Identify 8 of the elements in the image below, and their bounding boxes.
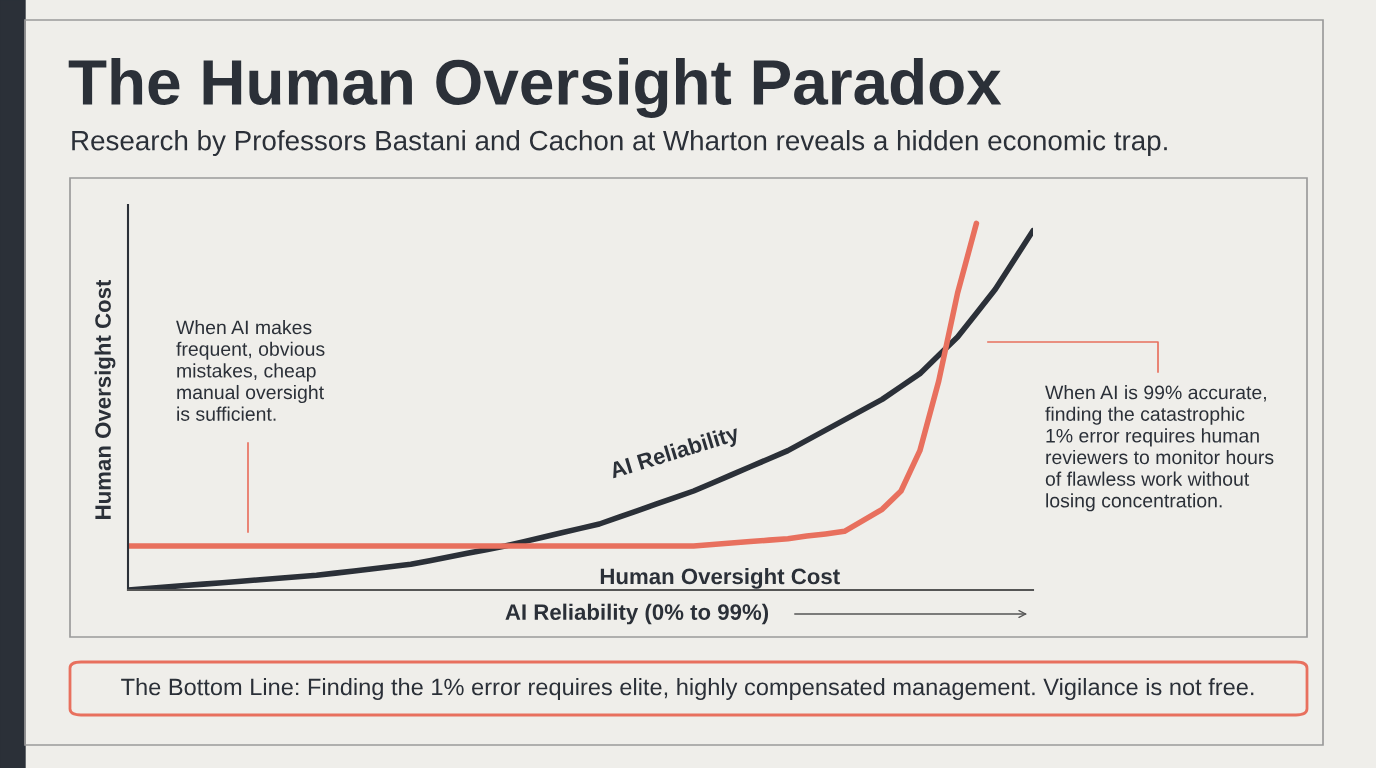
x-axis-title: AI Reliability (0% to 99%)	[505, 603, 769, 625]
chart-title: The Human Oversight Paradox	[68, 58, 1002, 118]
chart-subtitle: Research by Professors Bastani and Cachon at Wharton reveals a hidden economic trap.	[72, 130, 1167, 156]
y-axis-title: Human Oversight Cost	[94, 279, 116, 519]
text: When AI is 99% accurate, finding the catastrophic 1% error requires human reviewers to monitor hours of flawless work without losing concentration.	[1045, 385, 1274, 512]
series-label: Human Oversight Cost	[600, 568, 840, 589]
text: The Bottom Line: Finding the 1% error requires elite, highly compensated management. Vigilance is not free.	[121, 677, 1254, 700]
annotation: When AI makes frequent, obvious mistakes, cheap manual oversight is sufficient.	[176, 320, 325, 421]
